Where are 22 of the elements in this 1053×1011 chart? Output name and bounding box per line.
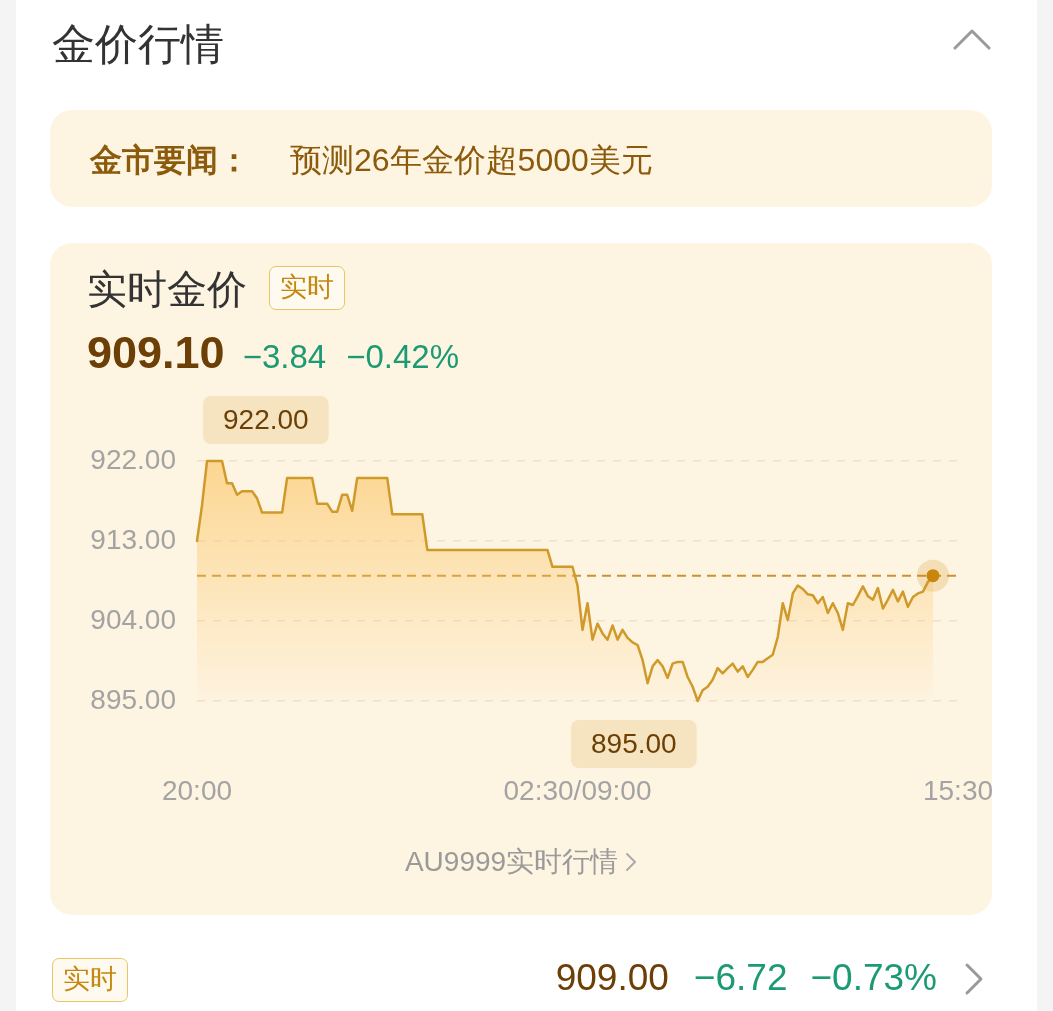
x-tick-label: 02:30/09:00 xyxy=(503,774,652,806)
y-tick-label: 904.00 xyxy=(90,603,176,635)
text: −6.72 xyxy=(693,957,788,1000)
text: 909.10 xyxy=(87,327,225,379)
x-tick-label: 20:00 xyxy=(161,774,233,806)
x-tick-label: 15:30 xyxy=(922,774,994,806)
chart-subtitle: 实时金价 xyxy=(87,266,247,313)
text: 909.00 xyxy=(555,957,669,1000)
chart-title: 金价行情 xyxy=(52,19,224,71)
y-tick-label: 895.00 xyxy=(90,683,176,715)
text: −3.84 xyxy=(242,338,327,376)
data-label: 922.00 xyxy=(223,403,309,435)
text: AU9999实时行情 xyxy=(404,845,619,879)
data-label: 895.00 xyxy=(591,727,677,759)
badge: 实时 xyxy=(269,266,345,310)
text: −0.73% xyxy=(810,957,937,1000)
y-tick-label: 913.00 xyxy=(90,523,176,555)
text: 预测26年金价超5000美元 xyxy=(290,140,653,180)
text: −0.42% xyxy=(346,338,459,376)
y-tick-label: 922.00 xyxy=(90,443,176,475)
badge: 实时 xyxy=(52,958,128,1002)
text: 金市要闻： xyxy=(90,140,250,180)
